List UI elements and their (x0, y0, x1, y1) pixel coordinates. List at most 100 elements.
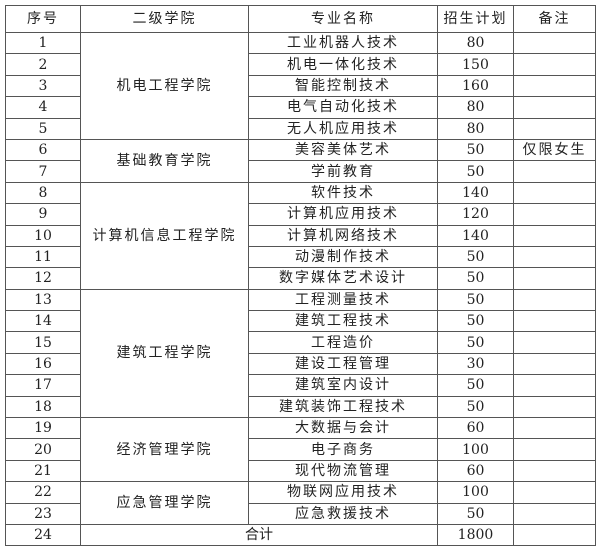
plan-cell: 50 (437, 374, 514, 397)
college-cell: 机电工程学院 (80, 32, 249, 140)
row-no: 15 (5, 331, 81, 354)
header-college: 二级学院 (80, 5, 249, 33)
table-row: 16 建设工程管理 30 (5, 352, 596, 376)
remark-cell (513, 74, 596, 98)
plan-cell: 140 (437, 224, 514, 247)
enrollment-plan-table: 序号 二级学院 专业名称 招生计划 备注 1 机电工程学院 工业机器人技术 80 2 机电… (5, 5, 596, 547)
table-row: 9 计算机应用技术 120 (5, 203, 596, 226)
major-cell: 电子商务 (248, 438, 438, 461)
college-cell: 建筑工程学院 (80, 288, 249, 419)
plan-cell: 80 (437, 96, 514, 119)
major-cell: 大数据与会计 (248, 417, 438, 440)
major-cell: 学前教育 (248, 160, 438, 183)
remark-cell (513, 53, 596, 76)
total-no: 24 (5, 523, 81, 547)
major-cell: 工程测量技术 (248, 288, 438, 312)
major-cell: 数字媒体艺术设计 (248, 267, 438, 290)
table-row: 4 电气自动化技术 80 (5, 96, 596, 119)
college-cell: 应急管理学院 (80, 481, 249, 525)
major-cell: 无人机应用技术 (248, 117, 438, 140)
header-row: 序号 二级学院 专业名称 招生计划 备注 (5, 5, 596, 33)
row-no: 21 (5, 459, 81, 483)
major-cell: 智能控制技术 (248, 74, 438, 98)
row-no: 9 (5, 203, 81, 226)
major-cell: 应急救援技术 (248, 502, 438, 525)
remark-cell: 仅限女生 (513, 138, 596, 162)
remark-cell (513, 117, 596, 140)
table-row: 13 建筑工程学院 工程测量技术 50 (5, 288, 596, 419)
plan-cell: 50 (437, 310, 514, 333)
row-no: 20 (5, 438, 81, 461)
row-no: 7 (5, 160, 81, 183)
row-no: 10 (5, 224, 81, 247)
plan-cell: 50 (437, 395, 514, 419)
remark-cell (513, 160, 596, 183)
row-no: 1 (5, 31, 81, 55)
major-cell: 机电一体化技术 (248, 53, 438, 76)
remark-cell (513, 481, 596, 504)
remark-cell (513, 245, 596, 269)
plan-cell: 140 (437, 181, 514, 205)
table-row: 12 数字媒体艺术设计 50 (5, 267, 596, 290)
table-row: 22 应急管理学院 物联网应用技术 100 (5, 481, 596, 525)
major-cell: 工业机器人技术 (248, 31, 438, 55)
remark-cell (513, 96, 596, 119)
major-cell: 建筑室内设计 (248, 374, 438, 397)
remark-cell (513, 352, 596, 376)
major-cell: 建筑装饰工程技术 (248, 395, 438, 419)
plan-cell: 50 (437, 138, 514, 162)
row-no: 18 (5, 395, 81, 419)
table-row: 8 计算机信息工程学院 软件技术 140 (5, 181, 596, 290)
major-cell: 动漫制作技术 (248, 245, 438, 269)
plan-cell: 50 (437, 245, 514, 269)
total-row: 24 合计 1800 (5, 523, 596, 547)
plan-cell: 100 (437, 438, 514, 461)
row-no: 2 (5, 53, 81, 76)
college-cell: 经济管理学院 (80, 417, 249, 483)
row-no: 22 (5, 481, 81, 504)
major-cell: 计算机应用技术 (248, 203, 438, 226)
major-cell: 物联网应用技术 (248, 481, 438, 504)
plan-cell: 160 (437, 74, 514, 98)
header-plan: 招生计划 (437, 5, 514, 33)
plan-cell: 50 (437, 331, 514, 354)
remark-cell (513, 438, 596, 461)
row-no: 17 (5, 374, 81, 397)
table-row: 7 学前教育 50 (5, 160, 596, 183)
row-no: 6 (5, 138, 81, 162)
remark-cell (513, 395, 596, 419)
total-plan: 1800 (437, 523, 514, 547)
row-no: 5 (5, 117, 81, 140)
table-row: 6 基础教育学院 美容美体艺术 50 仅限女生 (5, 138, 596, 183)
table-row: 1 机电工程学院 工业机器人技术 80 (5, 31, 596, 140)
plan-cell: 50 (437, 288, 514, 312)
plan-cell: 80 (437, 31, 514, 55)
major-cell: 计算机网络技术 (248, 224, 438, 247)
table-row: 19 经济管理学院 大数据与会计 60 (5, 417, 596, 483)
major-cell: 工程造价 (248, 331, 438, 354)
remark-cell (513, 502, 596, 525)
major-cell: 建设工程管理 (248, 352, 438, 376)
table-row: 11 动漫制作技术 50 (5, 245, 596, 269)
row-no: 11 (5, 245, 81, 269)
header-major: 专业名称 (248, 5, 438, 33)
major-cell: 美容美体艺术 (248, 138, 438, 162)
plan-cell: 60 (437, 459, 514, 483)
plan-cell: 50 (437, 267, 514, 290)
table-row: 18 建筑装饰工程技术 50 (5, 395, 596, 419)
row-no: 14 (5, 310, 81, 333)
college-cell: 计算机信息工程学院 (80, 181, 249, 290)
total-label: 合计 (80, 523, 438, 547)
header-remark: 备注 (513, 5, 596, 33)
plan-cell: 30 (437, 352, 514, 376)
remark-cell (513, 267, 596, 290)
row-no: 4 (5, 96, 81, 119)
remark-cell (513, 224, 596, 247)
plan-cell: 50 (437, 502, 514, 525)
row-no: 19 (5, 417, 81, 440)
remark-cell (513, 203, 596, 226)
remark-cell (513, 31, 596, 55)
remark-cell (513, 181, 596, 205)
remark-cell (513, 459, 596, 483)
plan-cell: 100 (437, 481, 514, 504)
